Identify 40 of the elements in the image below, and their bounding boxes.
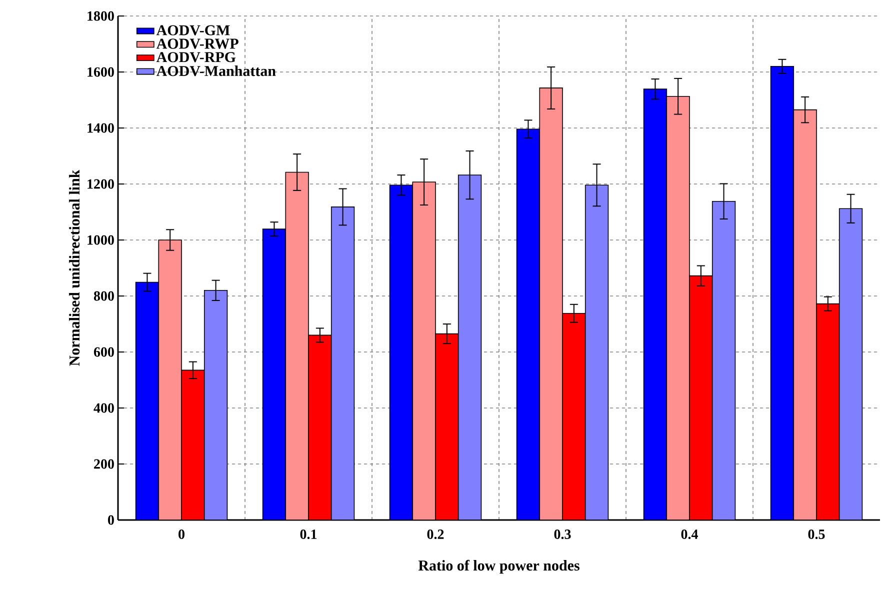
bar [389,184,414,520]
y-tick-label: 1200 [88,179,114,189]
bar [643,88,668,520]
y-tick-label: 0 [108,515,114,525]
y-tick-label: 1400 [88,123,114,133]
bar [458,174,482,520]
x-tick-label: 0 [178,530,184,539]
bar [793,109,817,520]
bar [330,206,355,520]
bar [412,182,436,520]
bar [135,282,160,520]
legend-label: AODV-Manhattan [156,66,276,76]
legend-label: AODV-GM [156,25,230,36]
y-tick-label: 800 [94,291,114,301]
x-tick-label: 0.2 [427,530,444,540]
y-tick-label: 400 [94,403,114,413]
bar [262,228,286,520]
y-axis-title: Normalised unidirectional link [69,170,80,366]
y-tick-label: 1000 [88,235,114,245]
bar [204,290,228,520]
y-tick-label: 1800 [88,11,114,21]
y-tick-label: 1600 [88,67,114,77]
y-tick-label: 200 [94,459,114,469]
bar [158,240,182,520]
bar [584,184,609,520]
bar [285,172,309,520]
x-tick-label: 0.1 [300,530,317,540]
legend-label: AODV-RWP [156,38,238,49]
x-tick-label: 0.4 [681,530,698,540]
bar [666,96,690,520]
bar [539,88,563,520]
x-axis-title: Ratio of low power nodes [418,560,580,574]
x-tick-label: 0.5 [808,530,825,540]
bar [838,208,863,520]
bar [770,66,794,520]
x-tick-label: 0.3 [554,530,571,540]
bar [712,200,736,520]
legend-label: AODV-RPG [156,52,236,62]
y-tick-label: 600 [94,347,114,357]
bar [516,128,540,520]
